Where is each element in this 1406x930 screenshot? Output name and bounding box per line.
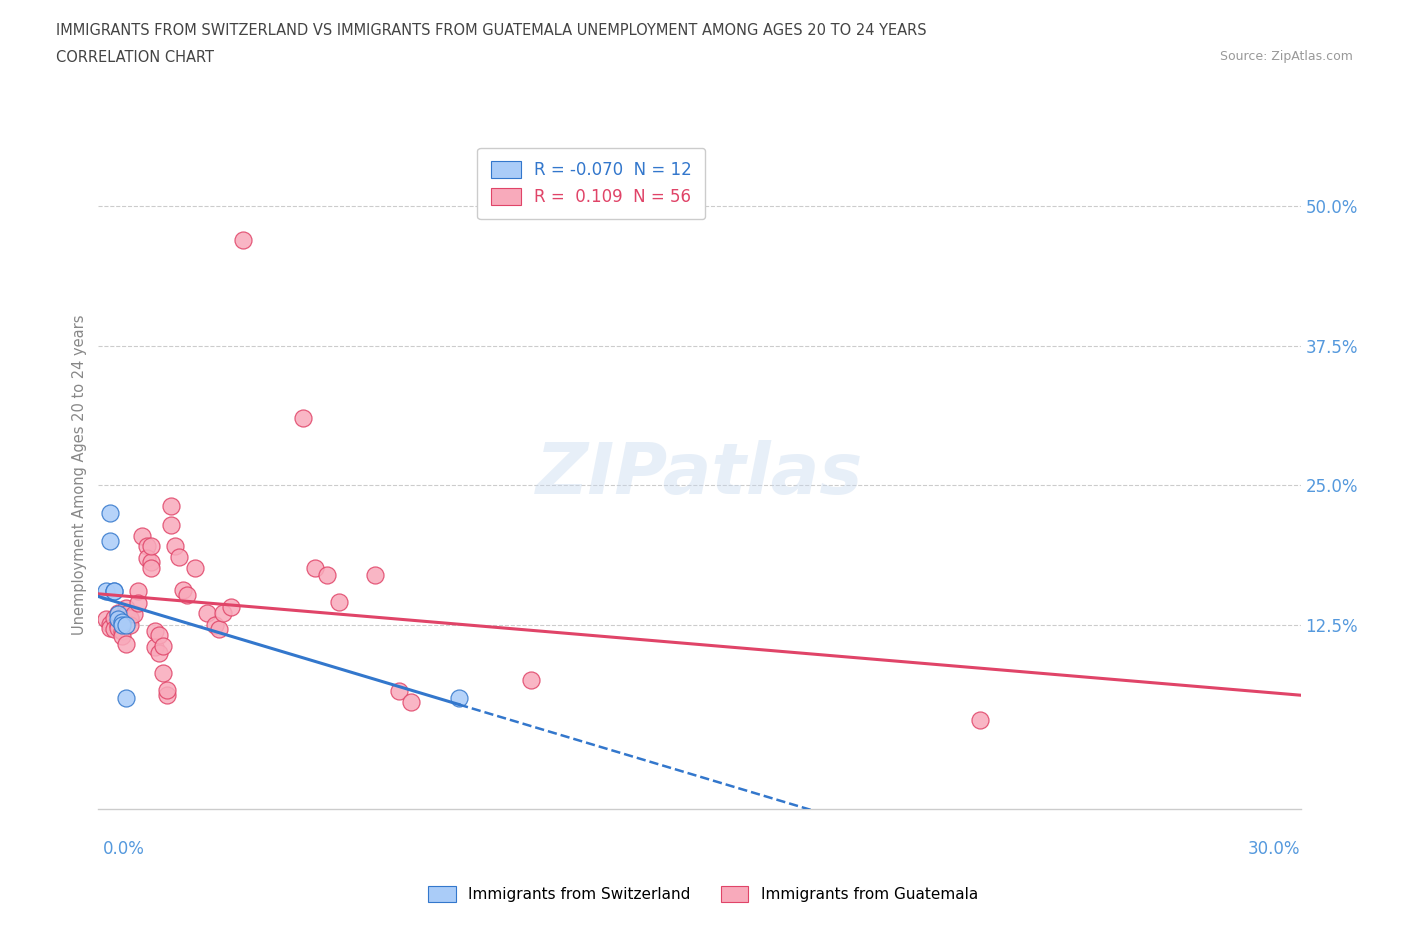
Point — [176, 588, 198, 603]
Point — [304, 561, 326, 576]
Point — [143, 623, 166, 638]
Point — [100, 534, 122, 549]
Text: 30.0%: 30.0% — [1249, 840, 1301, 857]
Point — [364, 567, 387, 582]
Point — [107, 606, 129, 621]
Point — [100, 506, 122, 521]
Point — [120, 611, 142, 626]
Text: 0.0%: 0.0% — [103, 840, 145, 857]
Point — [103, 611, 125, 626]
Point — [520, 672, 543, 687]
Point — [96, 584, 118, 599]
Point — [167, 550, 190, 565]
Point — [120, 618, 142, 632]
Point — [232, 232, 254, 247]
Point — [103, 584, 125, 599]
Point — [135, 551, 157, 565]
Point — [183, 561, 205, 576]
Point — [115, 618, 138, 632]
Point — [969, 712, 991, 727]
Text: CORRELATION CHART: CORRELATION CHART — [56, 50, 214, 65]
Point — [204, 618, 226, 632]
Point — [100, 617, 122, 631]
Point — [315, 567, 337, 582]
Point — [219, 600, 242, 615]
Point — [155, 688, 177, 703]
Point — [111, 614, 134, 629]
Point — [447, 690, 470, 705]
Text: IMMIGRANTS FROM SWITZERLAND VS IMMIGRANTS FROM GUATEMALA UNEMPLOYMENT AMONG AGES: IMMIGRANTS FROM SWITZERLAND VS IMMIGRANT… — [56, 23, 927, 38]
Point — [128, 584, 150, 599]
Point — [172, 583, 194, 598]
Point — [152, 666, 174, 681]
Point — [111, 612, 134, 627]
Legend: Immigrants from Switzerland, Immigrants from Guatemala: Immigrants from Switzerland, Immigrants … — [422, 880, 984, 909]
Point — [115, 636, 138, 651]
Legend: R = -0.070  N = 12, R =  0.109  N = 56: R = -0.070 N = 12, R = 0.109 N = 56 — [478, 148, 706, 219]
Point — [139, 561, 162, 576]
Point — [124, 606, 146, 621]
Point — [143, 640, 166, 655]
Point — [159, 498, 181, 513]
Point — [111, 623, 134, 638]
Point — [96, 612, 118, 627]
Point — [139, 555, 162, 570]
Point — [103, 584, 125, 599]
Point — [328, 594, 350, 609]
Point — [211, 605, 233, 620]
Point — [103, 622, 125, 637]
Point — [163, 538, 186, 553]
Point — [155, 683, 177, 698]
Point — [399, 695, 422, 710]
Text: ZIPatlas: ZIPatlas — [536, 440, 863, 509]
Point — [115, 601, 138, 616]
Point — [115, 606, 138, 621]
Point — [100, 621, 122, 636]
Point — [208, 622, 231, 637]
Point — [148, 645, 170, 660]
Point — [139, 538, 162, 553]
Point — [107, 621, 129, 636]
Point — [135, 538, 157, 553]
Point — [111, 629, 134, 644]
Point — [195, 605, 218, 620]
Point — [131, 528, 153, 543]
Point — [107, 612, 129, 627]
Point — [107, 605, 129, 620]
Point — [148, 628, 170, 643]
Point — [120, 611, 142, 626]
Point — [115, 690, 138, 705]
Point — [159, 517, 181, 532]
Point — [128, 595, 150, 610]
Text: Source: ZipAtlas.com: Source: ZipAtlas.com — [1219, 50, 1353, 63]
Point — [111, 618, 134, 632]
Point — [152, 639, 174, 654]
Point — [107, 618, 129, 632]
Y-axis label: Unemployment Among Ages 20 to 24 years: Unemployment Among Ages 20 to 24 years — [72, 314, 87, 634]
Point — [388, 684, 411, 698]
Point — [291, 411, 314, 426]
